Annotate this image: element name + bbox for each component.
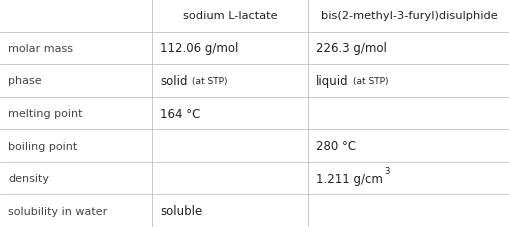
Text: solubility in water: solubility in water bbox=[8, 206, 107, 216]
Text: liquid: liquid bbox=[316, 75, 348, 88]
Text: solid: solid bbox=[160, 75, 187, 88]
Text: bis(2-methyl-3-furyl)disulphide: bis(2-methyl-3-furyl)disulphide bbox=[320, 11, 496, 21]
Text: density: density bbox=[8, 173, 49, 183]
Text: 164 °C: 164 °C bbox=[160, 107, 200, 120]
Text: (at STP): (at STP) bbox=[191, 76, 227, 86]
Text: 1.211 g/cm: 1.211 g/cm bbox=[316, 172, 382, 185]
Text: melting point: melting point bbox=[8, 109, 82, 118]
Text: 226.3 g/mol: 226.3 g/mol bbox=[316, 42, 386, 55]
Text: boiling point: boiling point bbox=[8, 141, 77, 151]
Text: (at STP): (at STP) bbox=[352, 76, 387, 86]
Text: soluble: soluble bbox=[160, 204, 202, 217]
Text: 280 °C: 280 °C bbox=[316, 139, 355, 152]
Text: phase: phase bbox=[8, 76, 42, 86]
Text: sodium L-lactate: sodium L-lactate bbox=[182, 11, 277, 21]
Text: 112.06 g/mol: 112.06 g/mol bbox=[160, 42, 238, 55]
Text: molar mass: molar mass bbox=[8, 44, 73, 54]
Text: 3: 3 bbox=[383, 166, 388, 175]
